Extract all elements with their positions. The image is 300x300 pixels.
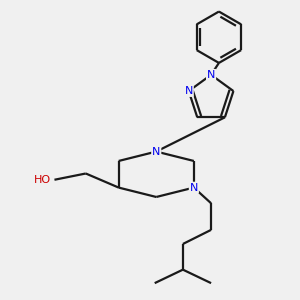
Text: N: N [190,183,198,193]
Text: N: N [207,70,215,80]
Text: N: N [184,86,193,96]
Text: HO: HO [34,175,51,185]
Text: N: N [152,147,160,157]
